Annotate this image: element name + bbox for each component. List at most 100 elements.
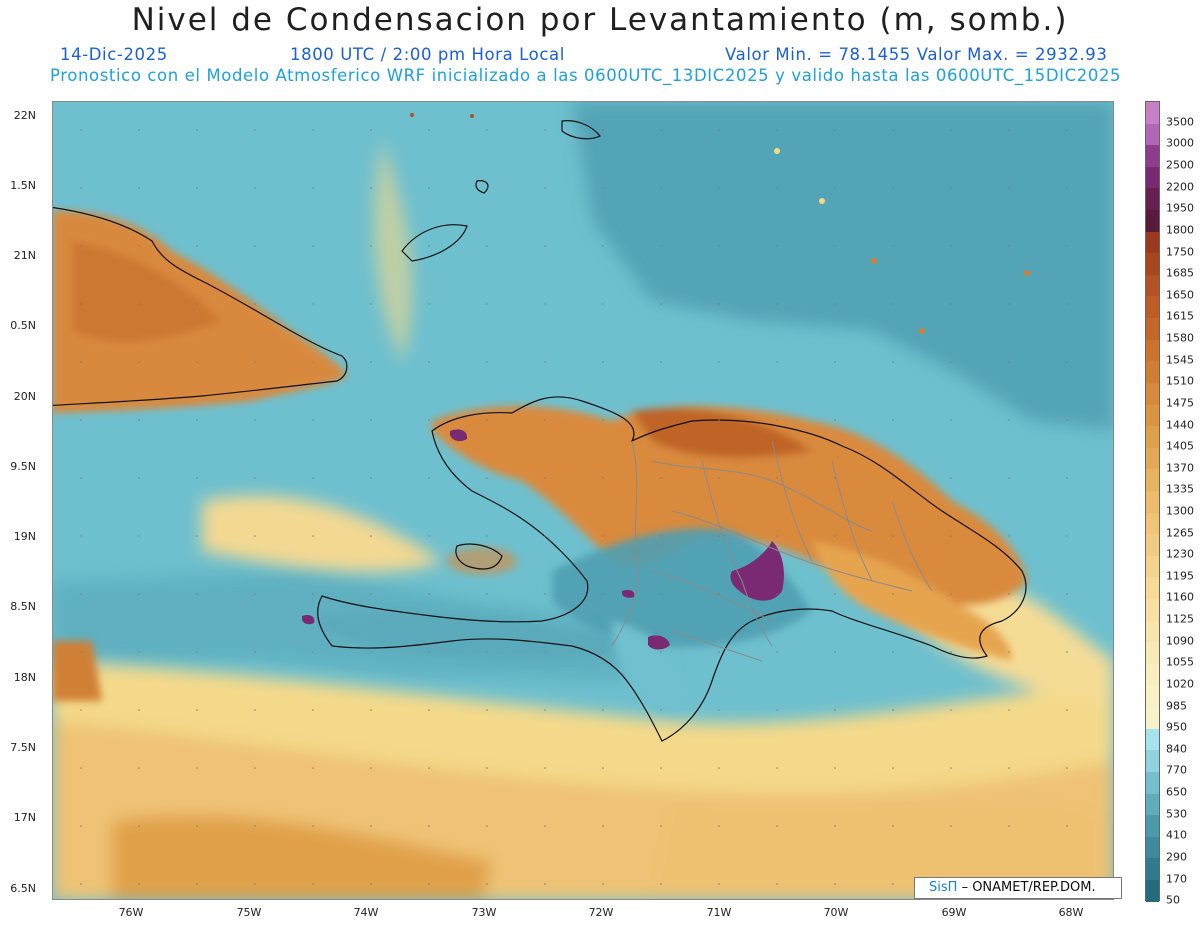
colorbar-label: 1090 [1166,634,1194,648]
lat-label: 9.5N [10,460,36,473]
colorbar-label: 1195 [1166,569,1194,583]
lat-label: 20N [13,390,36,403]
colorbar-cell [1146,318,1159,340]
lat-label: 0.5N [10,319,36,332]
colorbar-cell [1146,210,1159,232]
colorbar-label: 1335 [1166,482,1194,496]
colorbar-label: 1510 [1166,374,1194,388]
forecast-date: 14-Dic-2025 [60,45,168,64]
colorbar-cell [1146,836,1159,859]
colorbar-cell [1146,707,1159,729]
lon-label: 75W [236,906,262,919]
colorbar-label: 1950 [1166,201,1194,215]
lat-label: 1.5N [10,179,36,192]
colorbar-label: 950 [1166,720,1187,734]
colorbar-cell [1146,858,1159,880]
colorbar-label: 770 [1166,763,1187,777]
colorbar-label: 1055 [1166,655,1194,669]
colorbar-label: 1800 [1166,223,1194,237]
colorbar-label: 1160 [1166,590,1194,604]
lon-label: 71W [706,906,732,919]
lon-label: 70W [823,906,849,919]
colorbar-label: 2200 [1166,180,1194,194]
sispi-logo: SisΠ [929,880,958,895]
lat-label: 21N [13,249,36,262]
lon-label: 76W [118,906,144,919]
colorbar-label: 1405 [1166,439,1194,453]
colorbar-label: 1230 [1166,547,1194,561]
lon-label: 68W [1058,906,1084,919]
lat-label: 19N [13,530,36,543]
colorbar-cell [1146,447,1159,470]
colorbar-label: 1020 [1166,677,1194,691]
colorbar-label: 1300 [1166,504,1194,518]
colorbar-label: 3000 [1166,136,1194,150]
colorbar-cell [1146,469,1159,491]
colorbar-cell [1146,274,1159,297]
lon-label: 72W [588,906,614,919]
forecast-time: 1800 UTC / 2:00 pm Hora Local [290,45,565,64]
colorbar-cell [1146,102,1159,124]
colorbar-cell [1146,620,1159,643]
colorbar-cell [1146,404,1159,427]
colorbar-cell [1146,339,1159,362]
colorbar-label: 3500 [1166,115,1194,129]
colorbar-cell [1146,490,1159,513]
colorbar-cell [1146,145,1159,167]
colorbar-cell [1146,815,1159,837]
colorbar-label: 1125 [1166,612,1194,626]
colorbar-label: 1370 [1166,461,1194,475]
colorbar-label: 840 [1166,742,1187,756]
colorbar-label: 1615 [1166,309,1194,323]
colorbar-cell [1146,577,1159,600]
colorbar-cell [1146,361,1159,383]
colorbar-cell [1146,793,1159,816]
lon-label: 69W [941,906,967,919]
lat-label: 22N [13,109,36,122]
colorbar-cell [1146,685,1159,708]
credit-text: – ONAMET/REP.DOM. [961,880,1096,895]
colorbar-label: 1750 [1166,245,1194,259]
colorbar-label: 530 [1166,807,1187,821]
colorbar-label: 170 [1166,872,1187,886]
colorbar-label: 2500 [1166,158,1194,172]
colorbar-cell [1146,188,1159,211]
colorbar-cell [1146,166,1159,189]
colorbar-cell [1146,534,1159,556]
credit-box: SisΠ – ONAMET/REP.DOM. [914,877,1122,899]
lat-label: 6.5N [10,882,36,895]
colorbar-cell [1146,879,1159,902]
colorbar-label: 650 [1166,785,1187,799]
colorbar-label: 1650 [1166,288,1194,302]
colorbar-cell [1146,231,1159,254]
map-title: Nivel de Condensacion por Levantamiento … [131,2,1069,38]
colorbar-label: 1685 [1166,266,1194,280]
colorbar-cell [1146,296,1159,319]
lon-label: 73W [471,906,497,919]
colorbar-label: 1475 [1166,396,1194,410]
value-min-max: Valor Min. = 78.1455 Valor Max. = 2932.9… [725,45,1108,64]
colorbar-cell [1146,382,1159,405]
colorbar-label: 290 [1166,850,1187,864]
colorbar-label: 1580 [1166,331,1194,345]
colorbar-cell [1146,555,1159,578]
colorbar-cell [1146,771,1159,794]
colorbar-cell [1146,253,1159,275]
lcl-shaded-field [52,101,1114,900]
colorbar-cell [1146,750,1159,772]
colorbar-label: 410 [1166,828,1187,842]
colorbar-label: 985 [1166,699,1187,713]
lat-label: 8.5N [10,600,36,613]
colorbar [1145,101,1160,902]
lat-label: 17N [13,811,36,824]
colorbar-label: 1440 [1166,418,1194,431]
colorbar-cell [1146,426,1159,448]
colorbar-cell [1146,663,1159,686]
lcl-map-plot [52,101,1114,900]
colorbar-cell [1146,599,1159,621]
colorbar-cell [1146,642,1159,664]
colorbar-cell [1146,512,1159,535]
lon-label: 74W [353,906,379,919]
colorbar-cell [1146,728,1159,751]
lat-label: 7.5N [10,741,36,754]
